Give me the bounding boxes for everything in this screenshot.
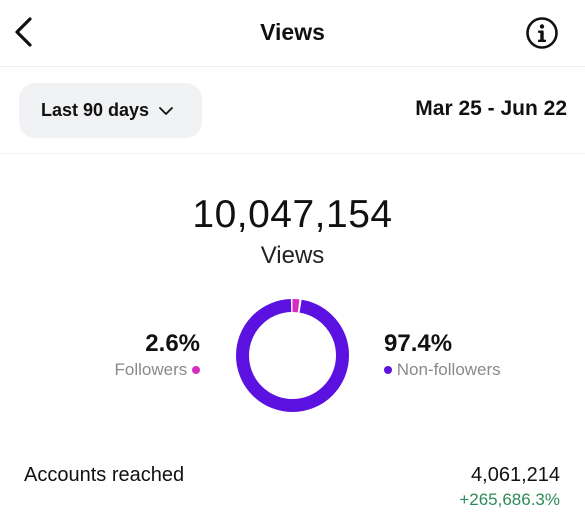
non-followers-stat: 97.4% Non-followers <box>384 330 501 382</box>
non-followers-label: Non-followers <box>396 360 501 379</box>
back-button[interactable] <box>10 14 38 50</box>
total-views-label: Views <box>260 242 325 269</box>
date-range-label: Last 90 days <box>41 100 150 120</box>
non-followers-percent: 97.4% <box>384 330 453 357</box>
chevron-down-icon <box>159 106 173 115</box>
followers-legend: Followers <box>115 358 200 382</box>
followers-label: Followers <box>114 360 188 379</box>
donut-segment-followers <box>236 299 349 412</box>
followers-dot-icon <box>192 365 200 374</box>
non-followers-legend: Non-followers <box>384 358 501 382</box>
date-range-text: Mar 25 - Jun 22 <box>415 97 567 120</box>
followers-percent: 2.6% <box>145 330 200 357</box>
accounts-reached-value: 4,061,214 <box>471 464 560 486</box>
date-range-dropdown[interactable]: Last 90 days <box>19 83 202 138</box>
views-donut-chart <box>236 299 349 412</box>
non-followers-dot-icon <box>384 365 392 374</box>
accounts-reached-label[interactable]: Accounts reached <box>24 464 185 486</box>
donut-segment-non-followers <box>236 299 349 412</box>
accounts-reached-change: +265,686.3% <box>459 490 560 509</box>
chevron-left-icon <box>15 17 32 47</box>
header-bar: Views <box>0 0 585 67</box>
section-divider <box>0 153 585 154</box>
page-title: Views <box>260 19 325 45</box>
total-views-value: 10,047,154 <box>192 193 393 236</box>
followers-stat: 2.6% Followers <box>115 330 200 382</box>
info-button[interactable] <box>525 16 559 50</box>
info-circle-icon <box>526 17 558 49</box>
